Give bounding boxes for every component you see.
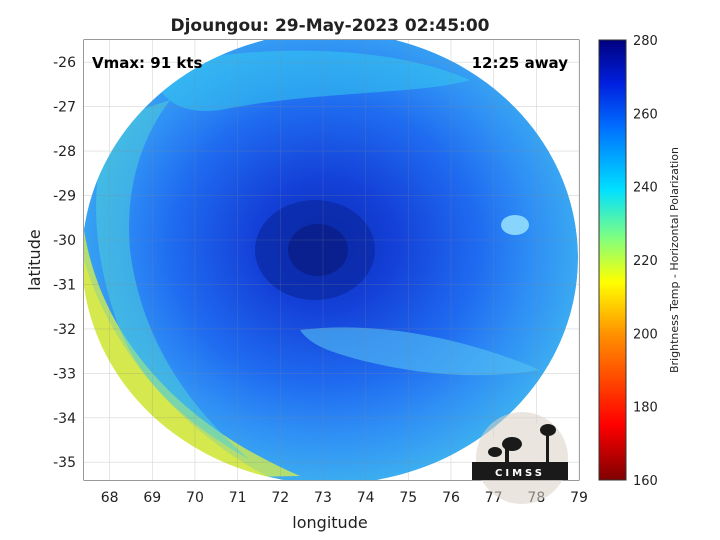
- colorbar-tick-label: 180: [633, 401, 658, 416]
- y-tick-label: -35: [53, 455, 76, 471]
- x-tick-label: 79: [570, 490, 588, 506]
- x-tick-label: 76: [442, 490, 460, 506]
- x-tick-label: 74: [357, 490, 375, 506]
- x-tick-label: 72: [271, 490, 289, 506]
- x-tick-label: 70: [186, 490, 204, 506]
- x-axis-label: longitude: [292, 513, 367, 532]
- colorbar-tick-label: 260: [633, 107, 658, 122]
- colorbar-label: Brightness Temp - Horizontal Polarizatio…: [668, 147, 681, 373]
- vmax-label: Vmax: 91 kts: [92, 54, 202, 72]
- y-tick-label: -30: [53, 233, 76, 249]
- colorbar-tick-label: 220: [633, 254, 658, 269]
- colorbar: [598, 39, 627, 481]
- x-tick-label: 75: [399, 490, 417, 506]
- y-axis-ticks: -26 -27 -28 -29 -30 -31 -32 -33 -34 -35: [53, 55, 76, 471]
- grid-lines: [84, 40, 580, 480]
- y-tick-label: -28: [53, 144, 76, 160]
- colorbar-tick-label: 200: [633, 327, 658, 342]
- chart-title: Djoungou: 29-May-2023 02:45:00: [170, 16, 489, 36]
- x-tick-label: 68: [101, 490, 119, 506]
- y-axis-label: latitude: [25, 229, 44, 290]
- y-tick-label: -32: [53, 322, 76, 338]
- x-tick-label: 73: [314, 490, 332, 506]
- colorbar-ticks: 280 260 240 220 200 180 160: [633, 34, 658, 489]
- cimss-logo: CIMSS: [472, 412, 568, 504]
- logo-text: CIMSS: [495, 468, 545, 479]
- y-tick-label: -27: [53, 100, 76, 116]
- colorbar-tick-label: 240: [633, 181, 658, 196]
- y-tick-label: -26: [53, 55, 76, 71]
- y-tick-label: -34: [53, 411, 76, 427]
- x-tick-label: 71: [229, 490, 247, 506]
- x-tick-label: 69: [143, 490, 161, 506]
- y-tick-label: -33: [53, 366, 76, 382]
- distance-label: 12:25 away: [472, 54, 569, 72]
- y-tick-label: -29: [53, 189, 76, 205]
- colorbar-tick-label: 160: [633, 474, 658, 489]
- y-tick-label: -31: [53, 277, 76, 293]
- colorbar-tick-label: 280: [633, 34, 658, 49]
